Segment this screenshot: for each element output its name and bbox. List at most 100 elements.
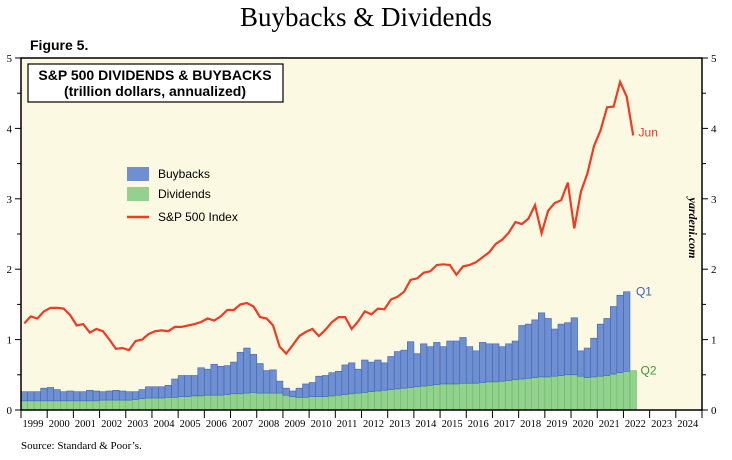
dividends-bar xyxy=(570,374,578,411)
dividends-bar xyxy=(191,395,199,411)
buybacks-bar xyxy=(400,349,408,389)
dividends-bar xyxy=(132,399,140,411)
buybacks-bar xyxy=(118,390,127,401)
x-tick-label: 2004 xyxy=(153,419,175,430)
x-tick-label: 2024 xyxy=(677,419,699,430)
y-tick-label: 4 xyxy=(7,123,13,135)
dividends-bar xyxy=(518,378,526,411)
buybacks-bar xyxy=(524,323,533,379)
y-tick-label: 0 xyxy=(7,405,13,417)
dividends-bar xyxy=(328,395,336,411)
dividends-bar xyxy=(204,394,212,411)
buybacks-bar xyxy=(243,347,251,394)
dividends-bar xyxy=(282,394,290,411)
buybacks-bar xyxy=(551,328,559,377)
dividends-bar xyxy=(27,400,35,411)
dividends-bar xyxy=(99,399,107,411)
buybacks-bar xyxy=(596,323,605,377)
dividends-bar xyxy=(230,393,238,411)
y2-tick-label: 0 xyxy=(711,405,717,417)
y2-tick-label: 3 xyxy=(711,194,717,206)
x-tick-label: 2000 xyxy=(49,419,70,430)
buybacks-bar xyxy=(223,365,231,395)
legend-swatch-dividends xyxy=(127,187,149,201)
buybacks-bar xyxy=(420,343,428,387)
x-tick-label: 2007 xyxy=(232,419,253,430)
buybacks-bar xyxy=(210,363,218,396)
dividends-bar xyxy=(479,382,487,411)
dividends-bar xyxy=(505,380,513,411)
x-tick-label: 2020 xyxy=(573,419,594,430)
buybacks-bar xyxy=(564,322,572,376)
buybacks-bar xyxy=(289,390,297,397)
buybacks-bar xyxy=(138,389,146,400)
dividends-bar xyxy=(577,375,585,411)
x-tick-label: 2017 xyxy=(494,419,515,430)
dividends-bar xyxy=(433,384,441,411)
figure-label: Figure 5. xyxy=(30,37,89,53)
dividends-bar xyxy=(164,397,172,411)
dividends-bar xyxy=(361,392,369,411)
buybacks-bar xyxy=(151,386,159,399)
dividends-bar xyxy=(308,396,316,411)
dividends-bar xyxy=(498,380,506,411)
dividends-bar xyxy=(446,383,454,411)
buybacks-bar xyxy=(308,382,316,397)
y2-tick-label: 2 xyxy=(711,264,717,276)
dividends-bar xyxy=(60,400,68,411)
dividends-bar xyxy=(413,386,421,411)
buybacks-bar xyxy=(348,362,356,395)
dividends-bar xyxy=(125,399,133,411)
buybacks-bar xyxy=(623,291,631,372)
dividends-bar xyxy=(105,399,113,411)
buybacks-bar xyxy=(197,367,205,397)
buybacks-bar xyxy=(249,354,258,393)
buybacks-bar xyxy=(236,351,244,395)
buybacks-bar xyxy=(505,343,513,381)
y-tick-label: 1 xyxy=(7,335,13,347)
dividends-bar xyxy=(321,396,330,411)
chart-subtitle: (trillion dollars, annualized) xyxy=(64,83,246,99)
buybacks-bar xyxy=(282,387,290,396)
dividends-bar xyxy=(407,387,415,411)
x-tick-label: 2023 xyxy=(651,419,672,430)
buybacks-bar xyxy=(112,389,120,401)
dividends-bar xyxy=(557,375,565,411)
buybacks-bar xyxy=(145,386,153,399)
buybacks-bar xyxy=(583,347,591,378)
dividends-bar xyxy=(374,390,382,411)
dividends-bar xyxy=(524,378,532,411)
dividends-bar xyxy=(590,376,598,411)
y-tick-label: 2 xyxy=(7,264,13,276)
x-tick-label: 2022 xyxy=(625,419,646,430)
buybacks-bar xyxy=(616,294,624,373)
dividends-bar xyxy=(544,376,552,411)
x-tick-label: 2021 xyxy=(599,419,620,430)
buybacks-bar xyxy=(315,375,323,397)
sp500-end-label: Jun xyxy=(639,125,658,139)
dividends-bar xyxy=(551,375,559,411)
buybacks-bar xyxy=(328,372,336,397)
dividends-bar xyxy=(53,400,61,411)
legend-label-sp500: S&P 500 Index xyxy=(158,210,238,224)
legend-label-dividends: Dividends xyxy=(158,187,211,201)
dividends-bar xyxy=(335,394,343,411)
buybacks-bar xyxy=(125,391,133,401)
buybacks-bar xyxy=(557,323,565,376)
legend-swatch-buybacks xyxy=(127,167,149,181)
y2-tick-label: 1 xyxy=(711,335,717,347)
dividends-bar xyxy=(420,385,428,411)
dividends-bar xyxy=(171,397,179,411)
buybacks-bar xyxy=(269,369,277,394)
dividends-bar xyxy=(158,397,166,411)
dividends-bar xyxy=(184,396,192,411)
dividends-bar xyxy=(217,394,225,411)
buybacks-bar xyxy=(177,375,186,397)
dividends-bar xyxy=(243,392,251,411)
dividends-bar xyxy=(531,377,539,411)
buybacks-bar xyxy=(426,346,434,386)
dividends-bar xyxy=(439,383,447,411)
buybacks-bar xyxy=(262,370,271,394)
